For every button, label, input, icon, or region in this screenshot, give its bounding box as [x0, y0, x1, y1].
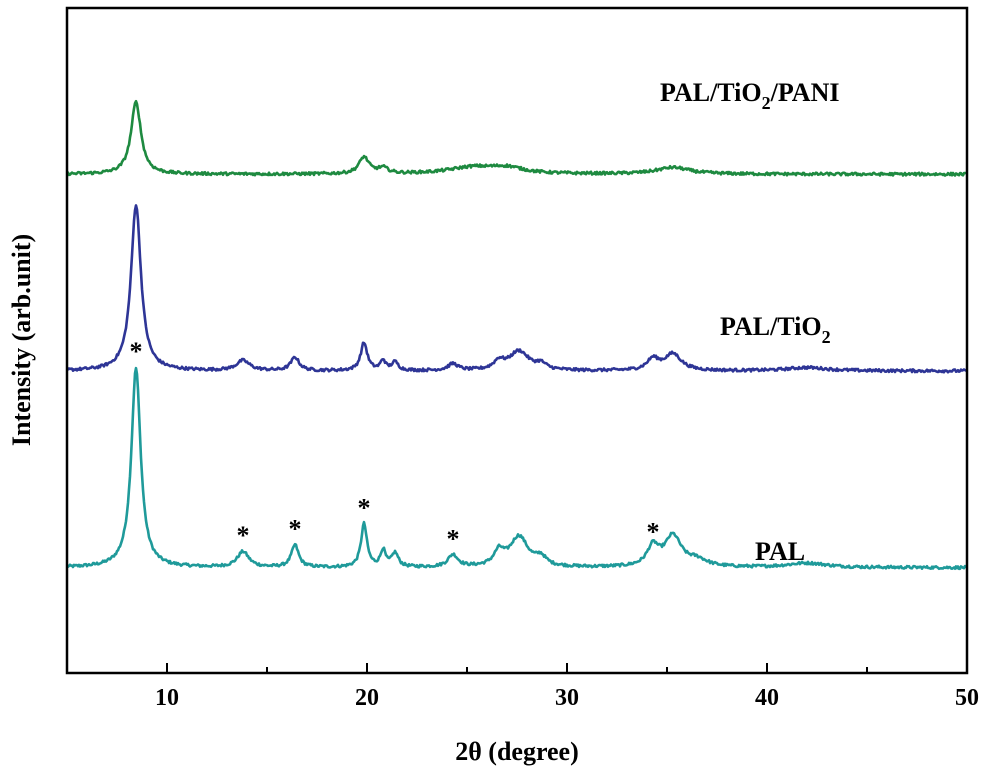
series-label: PAL [755, 537, 805, 566]
series-labels: PAL PAL/TiO2 PAL/TiO2/PANI [660, 78, 839, 566]
peak-marker: * [289, 515, 302, 544]
series-label: PAL/TiO2 [720, 312, 831, 347]
x-tick-label: 50 [955, 685, 979, 711]
peak-marker: * [647, 517, 660, 546]
x-tick-label: 20 [355, 685, 379, 711]
series-line-pal-tio2 [66, 204, 968, 374]
x-tick-label: 40 [755, 685, 779, 711]
x-tick-label: 30 [555, 685, 579, 711]
x-tick-label: 10 [155, 685, 179, 711]
x-ticks: 10 20 30 40 50 [66, 663, 979, 711]
series-layer: * * * * * * [66, 99, 968, 571]
series-label: PAL/TiO2/PANI [660, 78, 839, 113]
plot-frame [65, 6, 969, 675]
peak-marker: * [447, 525, 460, 554]
peak-marker: * [358, 494, 371, 523]
peak-marker: * [237, 521, 250, 550]
peak-marker: * [130, 337, 143, 366]
y-axis-title: Intensity (arb.unit) [7, 234, 36, 446]
series-line-pal [66, 366, 968, 571]
series-line-pal-tio2-pani [66, 99, 968, 177]
x-axis-title: 2θ (degree) [455, 737, 579, 766]
